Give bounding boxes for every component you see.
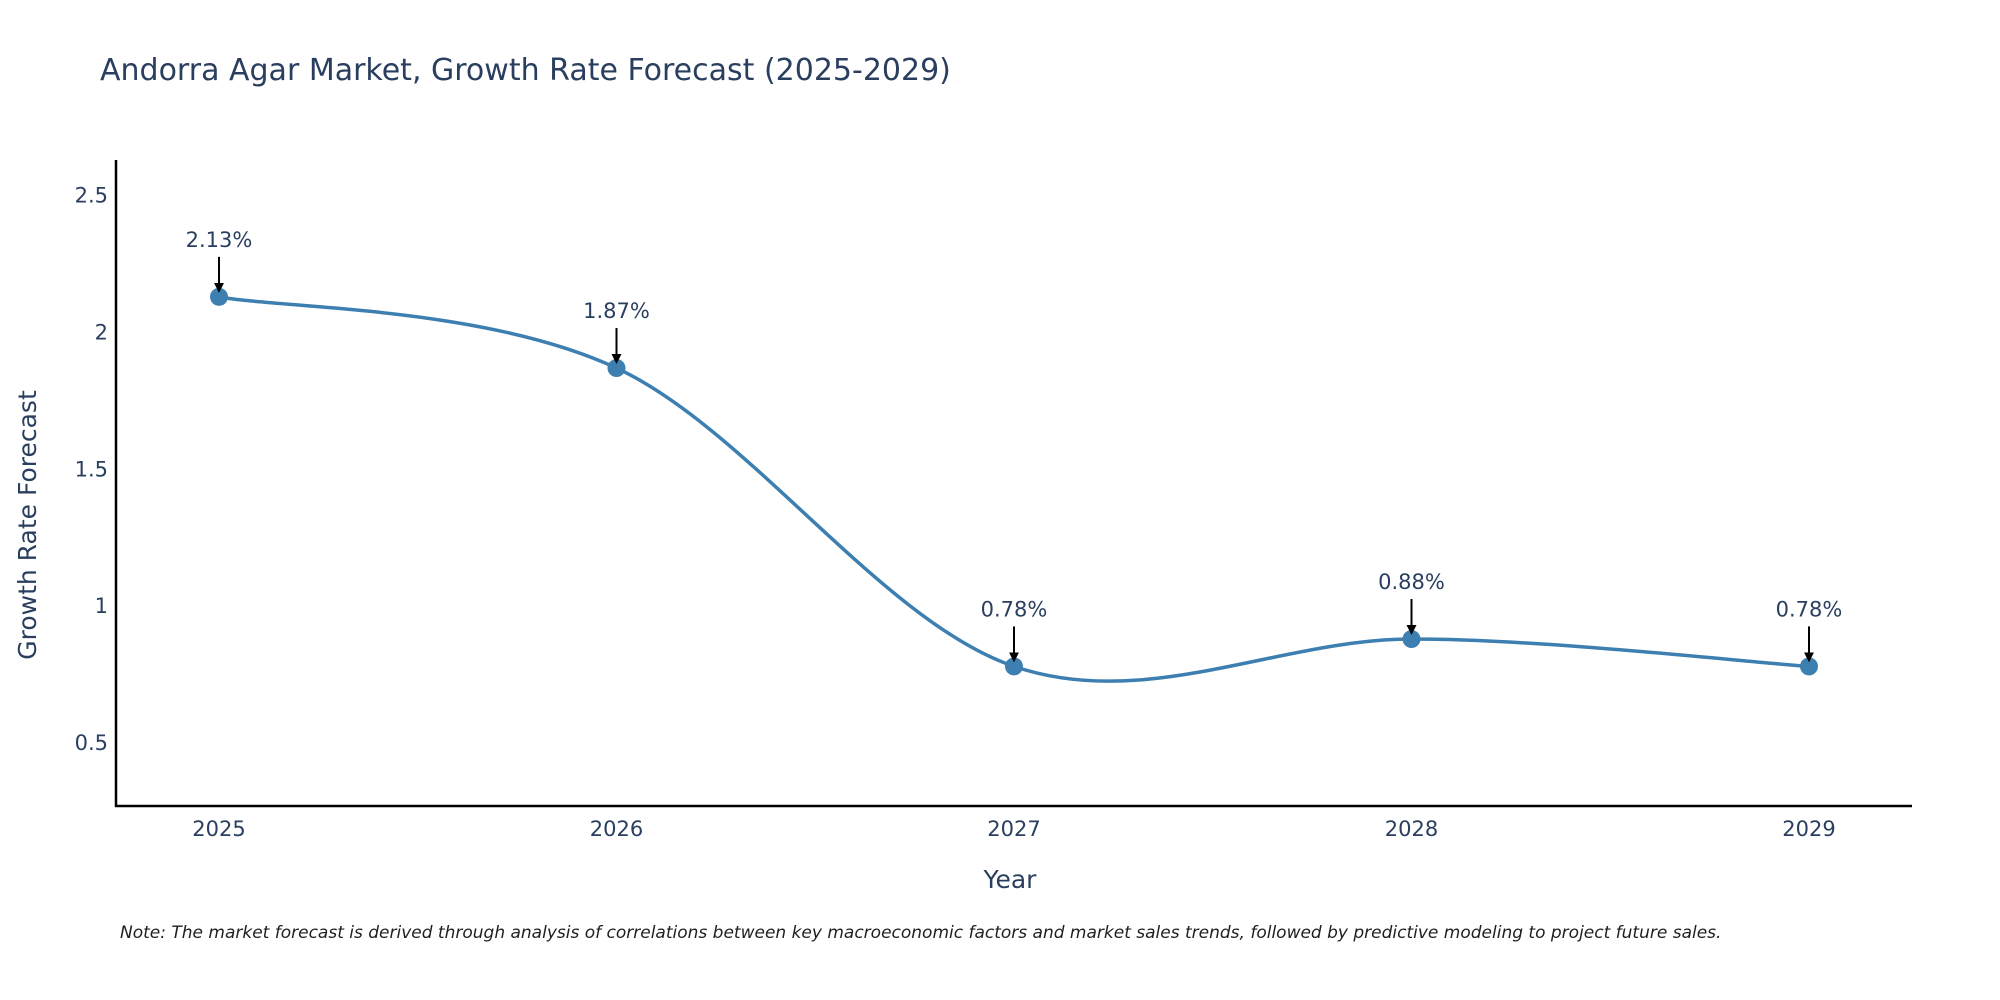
y-tick-label: 1 (95, 594, 108, 618)
data-label-2027: 0.78% (981, 597, 1048, 621)
y-tick-label: 1.5 (75, 457, 108, 481)
y-tick-label: 0.5 (75, 731, 108, 755)
x-axis-title: Year (983, 865, 1038, 894)
y-axis-title: Growth Rate Forecast (13, 390, 42, 660)
x-tick-label: 2028 (1385, 817, 1438, 841)
data-label-2029: 0.78% (1776, 597, 1843, 621)
data-label-2025: 2.13% (186, 228, 253, 252)
y-axis-ticks: 0.5 1 1.5 2 2.5 (75, 184, 108, 755)
data-label-2026: 1.87% (583, 299, 650, 323)
data-point-2026 (607, 359, 626, 378)
x-tick-label: 2029 (1782, 817, 1835, 841)
x-tick-label: 2027 (987, 817, 1040, 841)
growth-rate-line (218, 295, 1810, 683)
y-tick-label: 2 (95, 320, 108, 344)
x-axis-ticks: 2025 2026 2027 2028 2029 (192, 817, 1835, 841)
data-point-2025 (210, 287, 228, 306)
chart-footnote: Note: The market forecast is derived thr… (120, 923, 1721, 943)
y-tick-label: 2.5 (75, 184, 108, 208)
x-tick-label: 2026 (590, 817, 643, 841)
x-tick-label: 2025 (192, 817, 245, 841)
data-point-2028 (1402, 630, 1421, 649)
data-label-annotations: 2.13% 1.87% 0.78% 0.88% 0.78% (186, 228, 1843, 663)
data-point-2029 (1800, 657, 1818, 676)
data-point-2027 (1005, 657, 1023, 676)
chart-title: Andorra Agar Market, Growth Rate Forecas… (100, 53, 951, 88)
data-label-2028: 0.88% (1378, 570, 1445, 594)
